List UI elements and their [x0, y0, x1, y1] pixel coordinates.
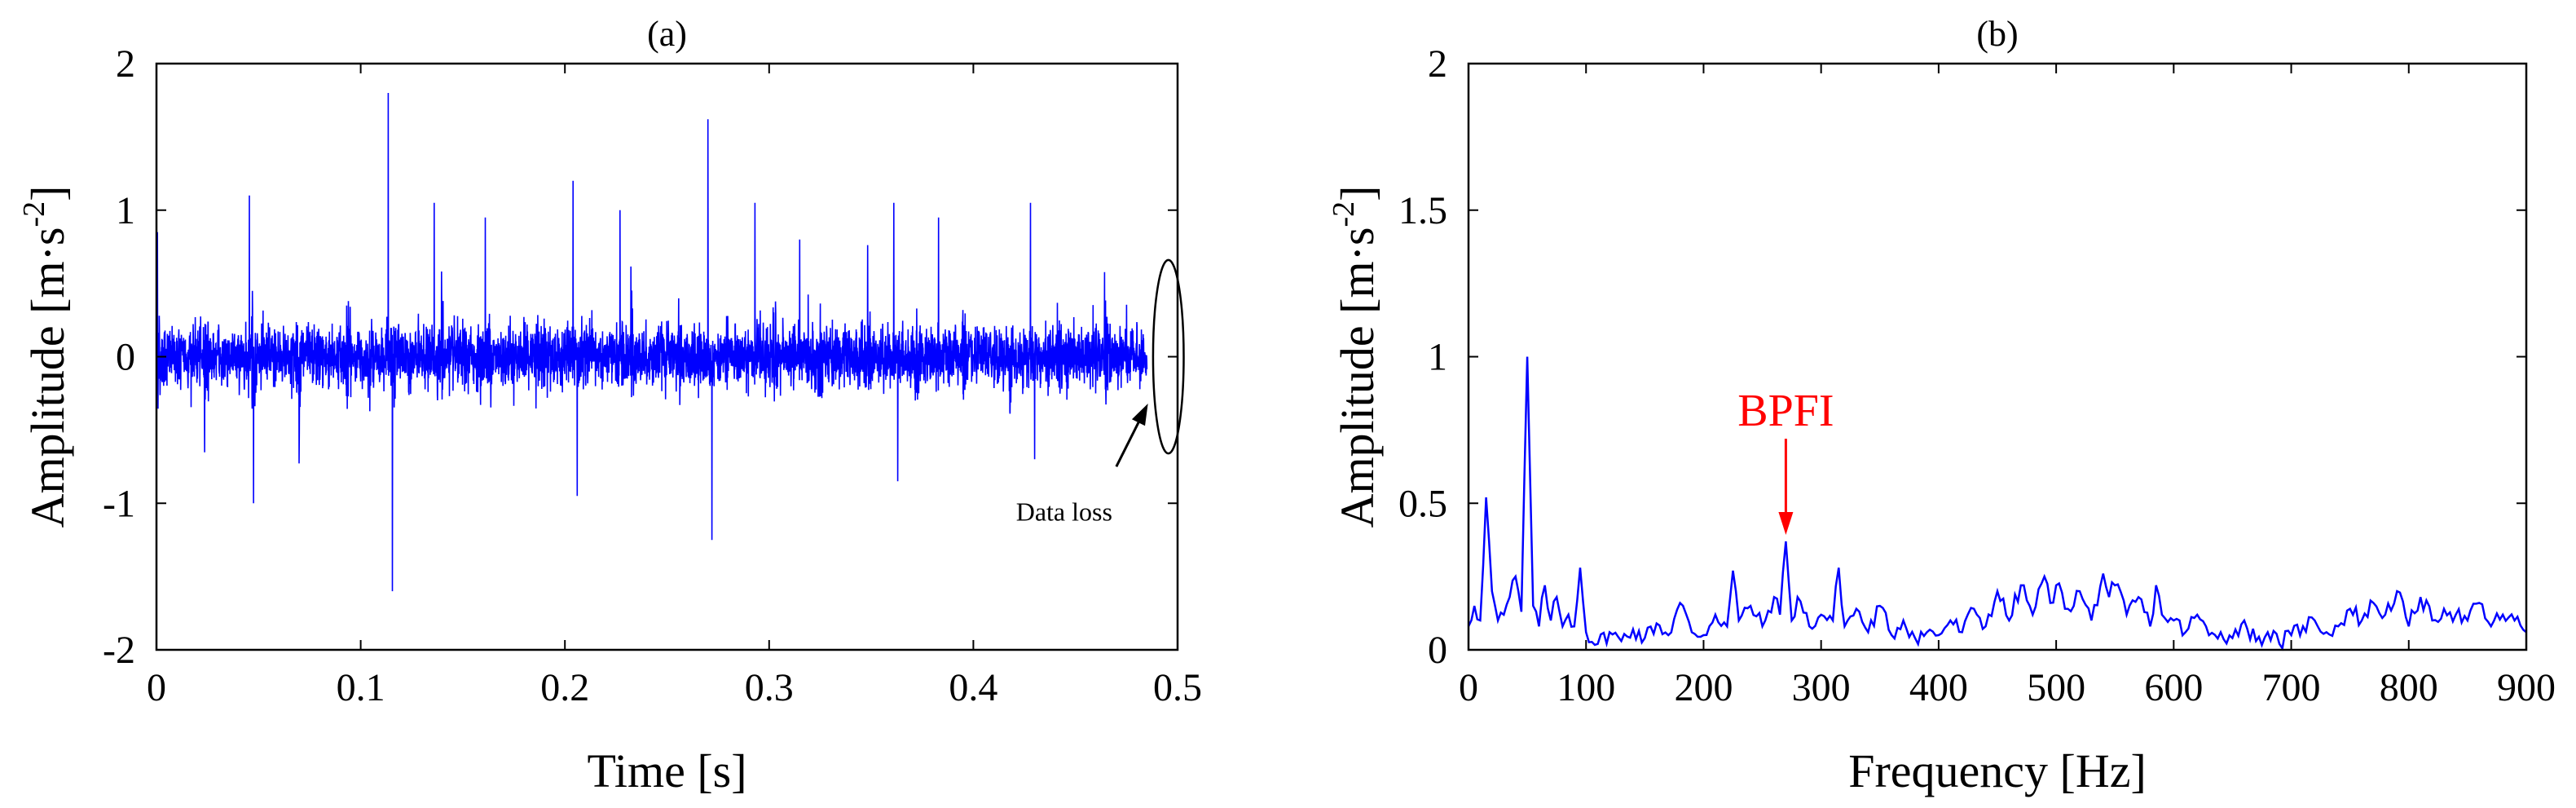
panel-a-signal-group	[156, 92, 1148, 592]
panel-a-signal-line	[156, 92, 1148, 592]
panel-a-ytick-label: 1	[116, 189, 135, 232]
panel-a-ticks: 0 0.1 0.2 0.3 0.4 0.5 -2 -1 0 1 2	[103, 42, 1202, 709]
panel-a-xtick-label: 0.2	[540, 666, 589, 709]
panel-a-label: (a)	[647, 14, 687, 54]
panel-b-ytick-label: 1	[1428, 336, 1447, 379]
data-loss-label: Data loss	[1016, 497, 1112, 526]
panel-a-xtick-label: 0	[147, 666, 166, 709]
data-loss-arrow-shaft	[1115, 417, 1143, 467]
panel-b-ytick-label: 0.5	[1398, 482, 1447, 525]
panel-a-time-domain: (a) 0 0.1 0.2 0.3 0.4 0.5 -2 -1 0 1 2 Time [s] Amp…	[17, 14, 1202, 797]
panel-b-x-axis-label: Frequency [Hz]	[1848, 744, 2147, 797]
panel-a-y-axis-label: Amplitude [m·s-2]	[17, 186, 74, 528]
data-loss-arrow-head	[1131, 404, 1148, 426]
panel-a-ytick-label: 2	[116, 42, 135, 86]
panel-a-xtick-label: 0.3	[745, 666, 794, 709]
panel-b-y-label-close: ]	[1331, 186, 1384, 201]
data-loss-annotation: Data loss	[1016, 258, 1185, 526]
bpfi-annotation: BPFI	[1737, 386, 1834, 535]
panel-b-xtick-label: 600	[2144, 666, 2203, 709]
panel-b-ticks: 0 100 200 300 400 500 600 700 800 900 0 0.5 1 1.5 2	[1398, 42, 2556, 709]
panel-b-ytick-label: 2	[1428, 42, 1447, 86]
panel-b-xtick-label: 500	[2027, 666, 2085, 709]
panel-b-xtick-label: 800	[2380, 666, 2438, 709]
panel-b-xtick-label: 400	[1909, 666, 1968, 709]
panel-b-xtick-label: 0	[1459, 666, 1478, 709]
panel-b-xtick-label: 700	[2262, 666, 2321, 709]
panel-b-y-label-main: Amplitude [m·s	[1331, 227, 1384, 528]
panel-a-xtick-label: 0.1	[337, 666, 385, 709]
panel-b-ytick-label: 1.5	[1398, 189, 1447, 232]
panel-a-ytick-label: -1	[103, 482, 135, 525]
panel-a-ytick-label: 0	[116, 336, 135, 379]
panel-a-xtick-label: 0.4	[949, 666, 997, 709]
panel-b-y-axis-label: Amplitude [m·s-2]	[1327, 186, 1384, 528]
data-loss-ellipse	[1151, 258, 1185, 455]
bpfi-label: BPFI	[1737, 386, 1834, 436]
bpfi-arrow-head	[1778, 511, 1794, 535]
panel-b-spectrum-line	[1467, 356, 2527, 651]
panel-b-xtick-label: 100	[1557, 666, 1615, 709]
panel-a-y-label-superscript: -2	[17, 201, 51, 227]
panel-b-xtick-label: 900	[2497, 666, 2556, 709]
panel-a-ytick-label: -2	[103, 629, 135, 672]
panel-b-plot-frame	[1467, 62, 2528, 651]
panel-a-y-label-main: Amplitude [m·s	[21, 227, 74, 528]
panel-b-y-label-superscript: -2	[1327, 201, 1361, 227]
panel-b-ytick-label: 0	[1428, 629, 1447, 672]
panel-b-xtick-label: 300	[1792, 666, 1851, 709]
panel-b-frequency-domain: (b) 0 100 200 300 400 500 600 700 800 900 0 0.5 1 1.5…	[1327, 14, 2556, 797]
panel-a-xtick-label: 0.5	[1153, 666, 1202, 709]
panel-b-label: (b)	[1976, 14, 2018, 54]
panel-a-x-axis-label: Time [s]	[587, 744, 746, 797]
panel-a-y-label-close: ]	[21, 186, 74, 201]
panel-b-xtick-label: 200	[1674, 666, 1733, 709]
